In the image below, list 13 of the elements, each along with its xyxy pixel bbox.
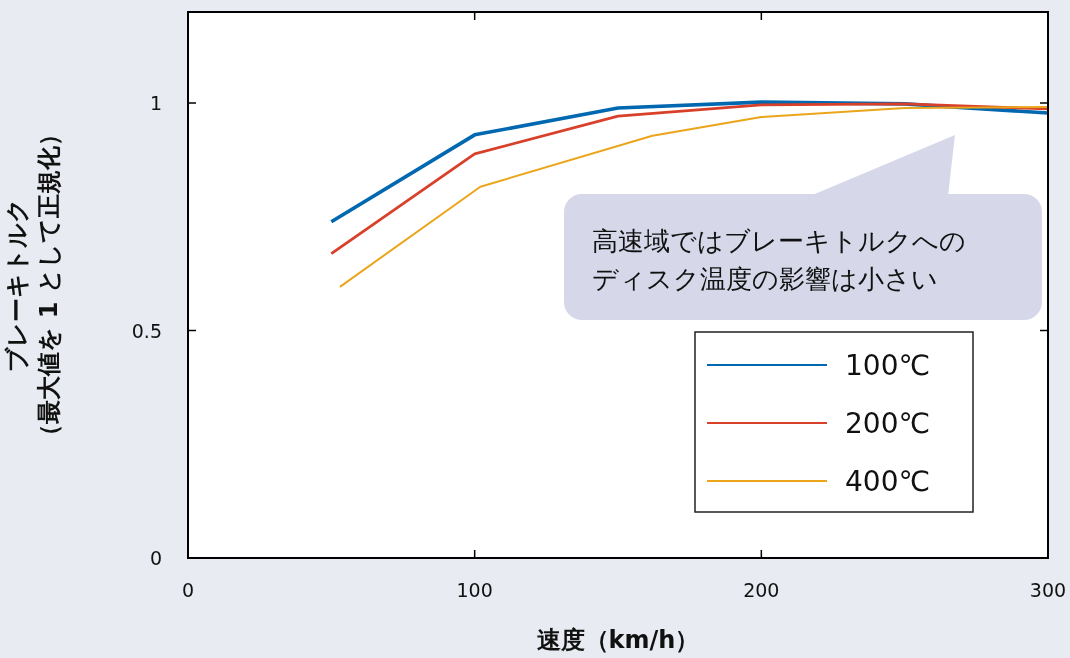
y-tick-label: 0 [149, 547, 162, 569]
x-axis-title: 速度（km/h） [536, 626, 700, 654]
legend-label: 200℃ [845, 407, 930, 440]
y-axis-title: ブレーキトルク（最大値を 1 として正規化） [3, 122, 63, 448]
legend-label: 400℃ [845, 465, 930, 498]
y-tick-label: 1 [149, 92, 162, 114]
y-tick-label: 0.5 [131, 319, 162, 342]
x-tick-label: 0 [181, 579, 195, 601]
annotation: 高速域ではブレーキトルクへのディスク温度の影響は小さい [592, 226, 966, 294]
legend-label: 100℃ [845, 349, 930, 382]
x-tick-label: 100 [456, 579, 493, 601]
x-tick-label: 300 [1029, 579, 1067, 601]
x-tick-label: 200 [743, 579, 780, 601]
